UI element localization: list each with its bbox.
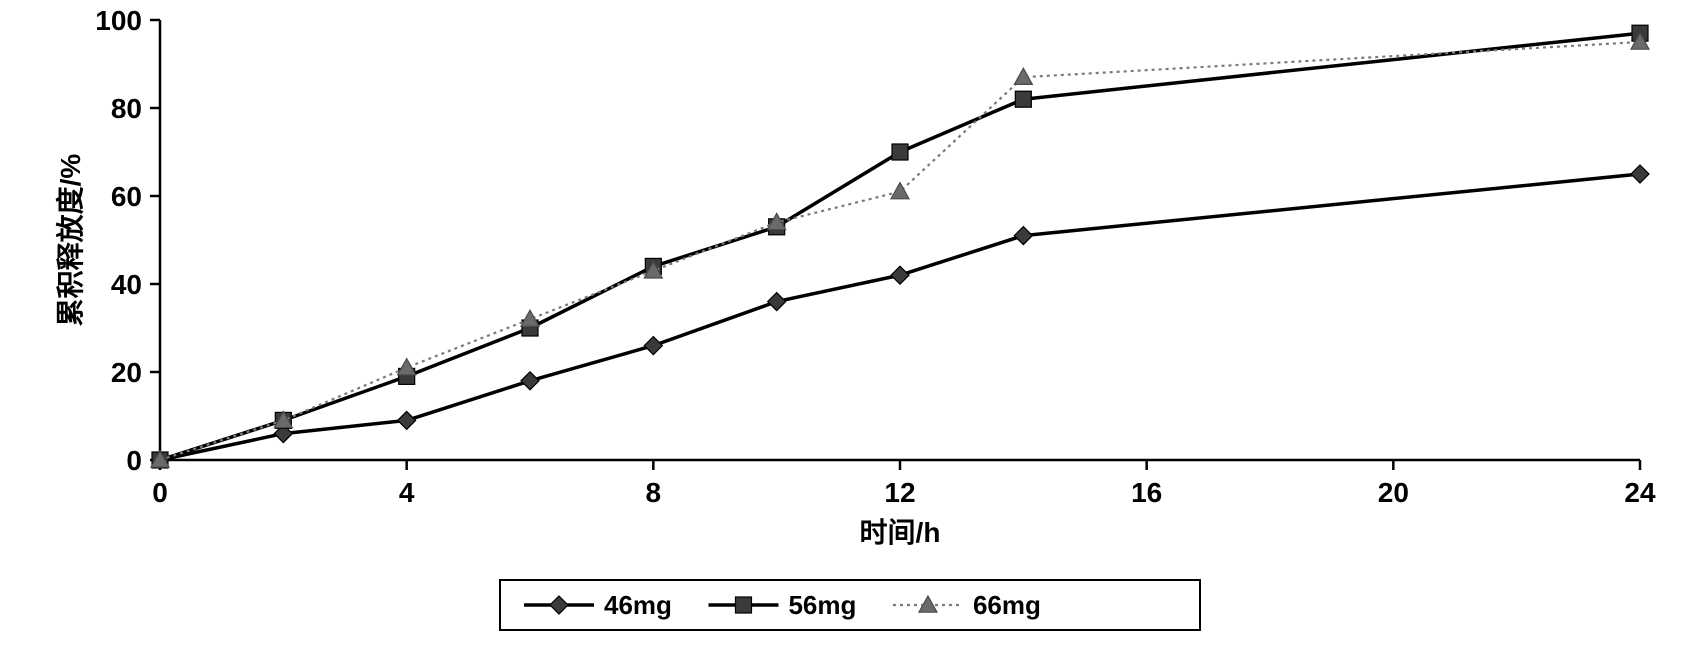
legend: 46mg 56mg 66mg — [500, 580, 1200, 630]
square-marker-icon — [735, 597, 751, 613]
legend-label: 46mg — [604, 590, 672, 620]
y-axis-label: 累积释放度/% — [54, 154, 86, 327]
legend-label: 66mg — [973, 590, 1041, 620]
legend-label: 56mg — [788, 590, 856, 620]
y-tick-label: 60 — [111, 181, 142, 212]
y-tick-label: 100 — [95, 5, 142, 36]
x-tick-label: 24 — [1624, 477, 1656, 508]
chart-container: 0 4 8 12 16 20 24 0 20 40 60 80 100 时间/h 累积释放度/% 46mg 56… — [0, 0, 1692, 662]
x-tick-label: 20 — [1378, 477, 1409, 508]
x-tick-label: 8 — [646, 477, 662, 508]
x-tick-label: 16 — [1131, 477, 1162, 508]
y-tick-label: 20 — [111, 357, 142, 388]
x-tick-label: 4 — [399, 477, 415, 508]
y-tick-label: 40 — [111, 269, 142, 300]
x-axis-label: 时间/h — [860, 517, 941, 548]
y-tick-label: 0 — [126, 445, 142, 476]
square-marker-icon — [1015, 91, 1031, 107]
release-chart: 0 4 8 12 16 20 24 0 20 40 60 80 100 时间/h 累积释放度/% 46mg 56… — [0, 0, 1692, 657]
x-tick-label: 12 — [884, 477, 915, 508]
y-tick-label: 80 — [111, 93, 142, 124]
square-marker-icon — [892, 144, 908, 160]
x-tick-label: 0 — [152, 477, 168, 508]
